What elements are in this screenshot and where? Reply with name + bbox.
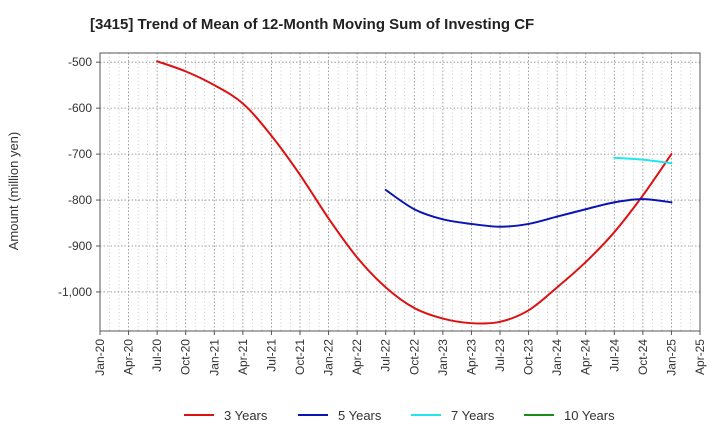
x-tick-labels: Jan-20 Apr-20 Jul-20 Oct-20 Jan-21 Apr-21 Jul-… (93, 331, 707, 376)
x-tick-label: Oct-23 (522, 339, 536, 375)
y-tick-label: -800 (68, 193, 92, 207)
x-tick-label: Oct-24 (636, 339, 650, 375)
plot-frame (99, 52, 701, 332)
x-tick-label: Jul-20 (150, 339, 164, 372)
legend: 3 Years 5 Years 7 Years 10 Years (184, 408, 615, 423)
legend-label: 10 Years (564, 408, 615, 423)
series-line-7-years (613, 156, 673, 165)
x-tick-label: Oct-21 (293, 339, 307, 375)
series-lines (156, 60, 673, 325)
x-tick-label: Jan-23 (436, 339, 450, 376)
x-tick-label: Oct-20 (179, 339, 193, 375)
legend-label: 3 Years (224, 408, 268, 423)
x-tick-label: Jan-20 (93, 339, 107, 376)
y-tick-label: -600 (68, 101, 92, 115)
y-tick-label: -1,000 (58, 285, 92, 299)
y-tick-labels: -500 -600 -700 -800 -900 -1,000 (58, 55, 100, 299)
x-tick-label: Jan-21 (207, 339, 221, 376)
series-line-3-years (156, 60, 673, 325)
x-tick-label: Jan-22 (322, 339, 336, 376)
x-tick-label: Jul-22 (379, 339, 393, 372)
x-tick-label: Jul-23 (493, 339, 507, 372)
x-tick-label: Apr-25 (693, 339, 707, 375)
legend-label: 7 Years (451, 408, 495, 423)
x-tick-label: Apr-23 (464, 339, 478, 375)
chart-title: [3415] Trend of Mean of 12-Month Moving … (90, 16, 534, 33)
x-tick-label: Apr-21 (236, 339, 250, 375)
x-tick-label: Apr-22 (350, 339, 364, 375)
x-tick-label: Apr-24 (579, 339, 593, 375)
x-tick-label: Apr-20 (122, 339, 136, 375)
x-tick-label: Jan-25 (664, 339, 678, 376)
y-tick-label: -700 (68, 147, 92, 161)
x-tick-label: Oct-22 (407, 339, 421, 375)
x-tick-label: Jan-24 (550, 339, 564, 376)
x-tick-label: Jul-24 (607, 339, 621, 372)
x-tick-label: Jul-21 (264, 339, 278, 372)
y-tick-label: -500 (68, 55, 92, 69)
series-line-5-years (384, 188, 673, 228)
legend-label: 5 Years (338, 408, 382, 423)
grid-lines (99, 53, 701, 331)
y-tick-label: -900 (68, 239, 92, 253)
y-axis-label: Amount (million yen) (6, 132, 21, 251)
